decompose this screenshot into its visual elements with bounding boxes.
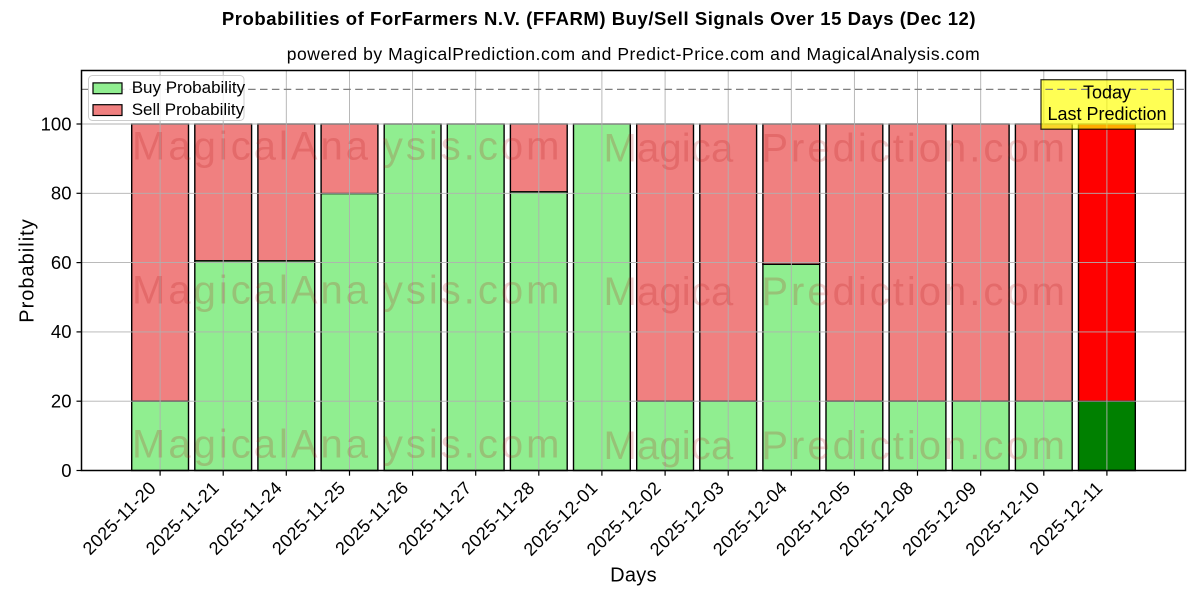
svg-text:Buy Probability: Buy Probability	[132, 78, 246, 97]
svg-text:20: 20	[51, 391, 72, 412]
svg-text:MagicalAnalysis.com: MagicalAnalysis.com	[132, 422, 562, 466]
svg-text:Sell Probability: Sell Probability	[132, 100, 245, 119]
svg-text:Last Prediction: Last Prediction	[1047, 104, 1166, 124]
svg-text:40: 40	[51, 321, 72, 342]
svg-text:MagicalAnalysis.com: MagicalAnalysis.com	[132, 268, 562, 312]
svg-text:0: 0	[61, 460, 71, 481]
svg-text:Probabilities of ForFarmers N.: Probabilities of ForFarmers N.V. (FFARM)…	[222, 8, 976, 29]
svg-text:Today: Today	[1083, 82, 1131, 102]
svg-text:MagicalAnalysis.com: MagicalAnalysis.com	[132, 125, 562, 169]
svg-text:powered by MagicalPrediction.c: powered by MagicalPrediction.com and Pre…	[287, 44, 981, 64]
svg-text:100: 100	[41, 113, 72, 134]
svg-text:80: 80	[51, 183, 72, 204]
svg-text:Days: Days	[610, 565, 657, 587]
svg-text:Probability: Probability	[17, 218, 39, 322]
svg-text:60: 60	[51, 252, 72, 273]
